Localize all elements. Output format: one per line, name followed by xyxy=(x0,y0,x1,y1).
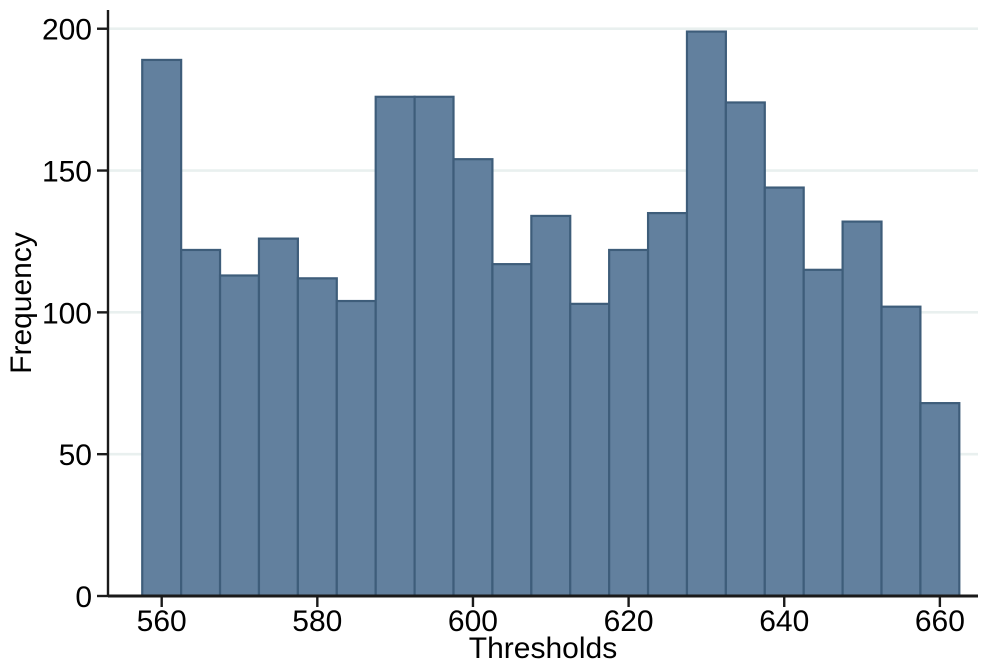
x-tick-label: 560 xyxy=(137,605,187,638)
histogram-bar xyxy=(841,220,883,598)
histogram-bar xyxy=(296,277,338,598)
x-tick-label: 600 xyxy=(448,605,498,638)
x-tick-label: 580 xyxy=(292,605,342,638)
histogram-bar xyxy=(218,274,261,598)
histogram-bar xyxy=(374,95,416,598)
histogram-bar xyxy=(491,263,533,598)
histogram-bar xyxy=(608,248,650,598)
histogram-bar xyxy=(141,58,183,598)
histogram-bar xyxy=(413,95,455,598)
y-axis-title: Frequency xyxy=(5,232,38,374)
x-axis-ticks: 560 580 600 620 640 660 xyxy=(137,596,965,638)
histogram-bar xyxy=(452,158,494,598)
histogram-bar xyxy=(802,268,844,598)
histogram-bar xyxy=(919,402,961,598)
y-tick-label: 0 xyxy=(75,581,92,614)
histogram-bar xyxy=(530,214,572,598)
y-tick-label: 100 xyxy=(42,297,92,330)
histogram-bar xyxy=(685,30,727,598)
histogram-bar xyxy=(180,248,222,598)
histogram-bar xyxy=(569,302,611,598)
x-tick-label: 640 xyxy=(759,605,809,638)
x-tick-label: 660 xyxy=(915,605,965,638)
axes xyxy=(106,10,978,598)
y-tick-label: 50 xyxy=(59,439,92,472)
histogram-bar xyxy=(257,237,299,598)
histogram-bar xyxy=(880,305,922,598)
y-tick-label: 150 xyxy=(42,156,92,189)
histogram-bar xyxy=(335,299,377,598)
histogram-bar xyxy=(763,186,805,598)
histogram-bars xyxy=(141,30,961,598)
x-axis-title: Thresholds xyxy=(469,632,617,665)
y-tick-label: 200 xyxy=(42,14,92,47)
histogram-bar xyxy=(646,211,689,598)
y-axis-ticks: 0 50 100 150 200 xyxy=(42,14,108,614)
histogram-bar xyxy=(724,101,766,598)
x-tick-label: 620 xyxy=(604,605,654,638)
